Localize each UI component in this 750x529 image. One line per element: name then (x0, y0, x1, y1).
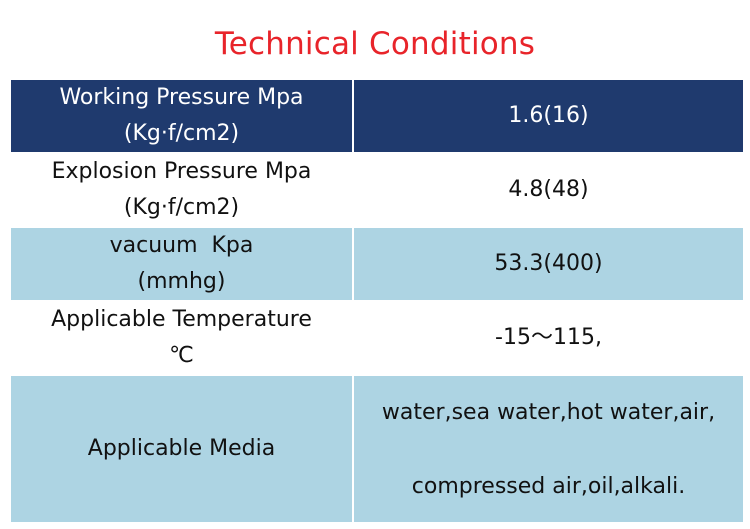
label-line: Applicable Media (87, 436, 276, 461)
label-unit-line: (Kg·f/cm2) (123, 195, 240, 220)
table-cell-value: -15～115, (352, 300, 745, 376)
value-text: 4.8(48) (508, 177, 589, 202)
table-cell-label: vacuum Kpa (mmhg) (9, 226, 354, 302)
table-cell-value: water,sea water,hot water,air, compresse… (352, 374, 745, 524)
technical-conditions-table: Working Pressure Mpa (Kg·f/cm2) 1.6(16) … (9, 78, 745, 524)
table-row-vacuum: vacuum Kpa (mmhg) 53.3(400) (9, 226, 745, 302)
table-cell-value: 53.3(400) (352, 226, 745, 302)
value-text-line1: water,sea water,hot water,air, (381, 399, 716, 425)
table-cell-value: 4.8(48) (352, 152, 745, 228)
line-spacer (360, 431, 737, 468)
table-cell-label: Applicable Temperature ℃ (9, 300, 354, 376)
label-line: Working Pressure Mpa (59, 85, 304, 110)
table-row-applicable-temperature: Applicable Temperature ℃ -15～115, (9, 300, 745, 376)
value-text: 1.6(16) (508, 103, 589, 128)
table-row-applicable-media: Applicable Media water,sea water,hot wat… (9, 374, 745, 524)
table-row-explosion-pressure: Explosion Pressure Mpa (Kg·f/cm2) 4.8(48… (9, 152, 745, 228)
page-title: Technical Conditions (214, 26, 536, 62)
value-text: -15～115, (495, 325, 602, 350)
label-unit-line: (Kg·f/cm2) (123, 121, 240, 146)
label-line: Explosion Pressure Mpa (51, 159, 312, 184)
table-cell-label: Explosion Pressure Mpa (Kg·f/cm2) (9, 152, 354, 228)
value-text: 53.3(400) (494, 251, 603, 276)
label-unit-line: (mmhg) (137, 269, 226, 294)
table-row-working-pressure: Working Pressure Mpa (Kg·f/cm2) 1.6(16) (9, 78, 745, 154)
value-text-line2: compressed air,oil,alkali. (411, 473, 686, 499)
table-cell-label: Working Pressure Mpa (Kg·f/cm2) (9, 78, 354, 154)
table-cell-value: 1.6(16) (352, 78, 745, 154)
label-line: vacuum Kpa (109, 233, 254, 258)
label-line: Applicable Temperature (51, 307, 312, 332)
label-unit-line: ℃ (169, 343, 194, 368)
table-cell-label: Applicable Media (9, 374, 354, 524)
